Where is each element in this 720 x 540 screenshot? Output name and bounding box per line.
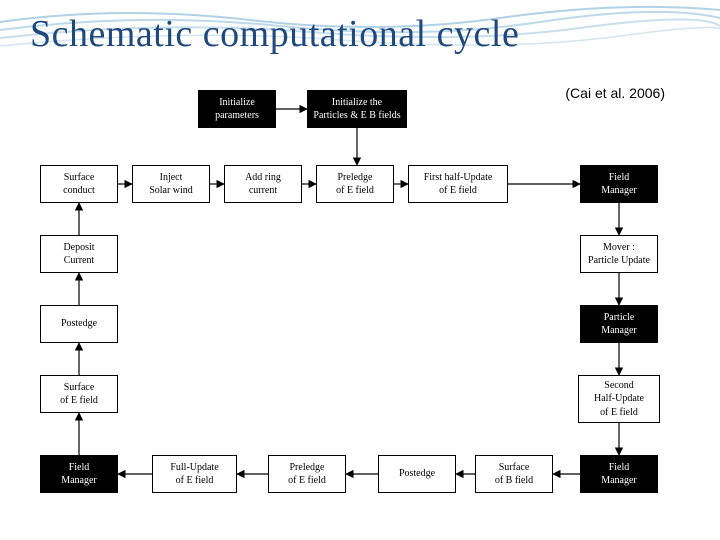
node-postedge-l: Postedge [40, 305, 118, 343]
node-label: Current [64, 254, 95, 268]
node-particle-mgr: ParticleManager [580, 305, 658, 343]
node-label: of E field [600, 406, 638, 420]
node-label: Initialize [219, 96, 255, 110]
node-field-mgr-3: FieldManager [580, 455, 658, 493]
node-postedge-b: Postedge [378, 455, 456, 493]
node-label: Surface [499, 461, 530, 475]
node-label: Deposit [63, 241, 94, 255]
node-label: Particle Update [588, 254, 650, 268]
node-label: of B field [495, 474, 533, 488]
node-full-update-e: Full-Updateof E field [152, 455, 237, 493]
node-label: Second [604, 379, 633, 393]
node-label: Particles & E B fields [313, 109, 400, 123]
node-label: First half-Update [424, 171, 493, 185]
node-second-half-e: SecondHalf-Updateof E field [578, 375, 660, 423]
node-label: conduct [63, 184, 95, 198]
node-label: Initialize the [332, 96, 382, 110]
node-label: Preledge [338, 171, 373, 185]
node-label: Half-Update [594, 392, 644, 406]
node-label: Solar wind [149, 184, 193, 198]
node-label: Field [609, 461, 630, 475]
node-label: Postedge [399, 467, 435, 481]
node-label: Postedge [61, 317, 97, 331]
node-label: Manager [61, 474, 97, 488]
flowchart-diagram: InitializeparametersInitialize thePartic… [20, 80, 700, 530]
node-label: of E field [439, 184, 477, 198]
node-init-particles: Initialize theParticles & E B fields [307, 90, 407, 128]
node-first-half-e: First half-Updateof E field [408, 165, 508, 203]
node-label: Full-Update [170, 461, 218, 475]
node-surface-b: Surfaceof B field [475, 455, 553, 493]
node-field-mgr-1: FieldManager [580, 165, 658, 203]
node-label: Mover : [603, 241, 635, 255]
node-label: Manager [601, 184, 637, 198]
node-inject-solar: InjectSolar wind [132, 165, 210, 203]
node-preledge-e1: Preledgeof E field [316, 165, 394, 203]
node-label: Particle [604, 311, 635, 325]
node-label: Field [609, 171, 630, 185]
node-label: of E field [288, 474, 326, 488]
node-preledge-e2: Preledgeof E field [268, 455, 346, 493]
node-label: Surface [64, 381, 95, 395]
node-add-ring: Add ringcurrent [224, 165, 302, 203]
node-surface-conduct: Surfaceconduct [40, 165, 118, 203]
page-title: Schematic computational cycle [30, 12, 519, 56]
node-label: of E field [176, 474, 214, 488]
node-label: of E field [60, 394, 98, 408]
node-label: Inject [160, 171, 183, 185]
node-label: Add ring [245, 171, 281, 185]
node-mover: Mover :Particle Update [580, 235, 658, 273]
node-label: Surface [64, 171, 95, 185]
node-label: Manager [601, 324, 637, 338]
node-label: of E field [336, 184, 374, 198]
node-label: Field [69, 461, 90, 475]
page: Schematic computational cycle (Cai et al… [0, 0, 720, 540]
node-label: Manager [601, 474, 637, 488]
node-field-mgr-2: FieldManager [40, 455, 118, 493]
node-label: Preledge [290, 461, 325, 475]
node-surface-e: Surfaceof E field [40, 375, 118, 413]
node-deposit-current: DepositCurrent [40, 235, 118, 273]
node-label: parameters [215, 109, 259, 123]
node-init-params: Initializeparameters [198, 90, 276, 128]
node-label: current [249, 184, 277, 198]
